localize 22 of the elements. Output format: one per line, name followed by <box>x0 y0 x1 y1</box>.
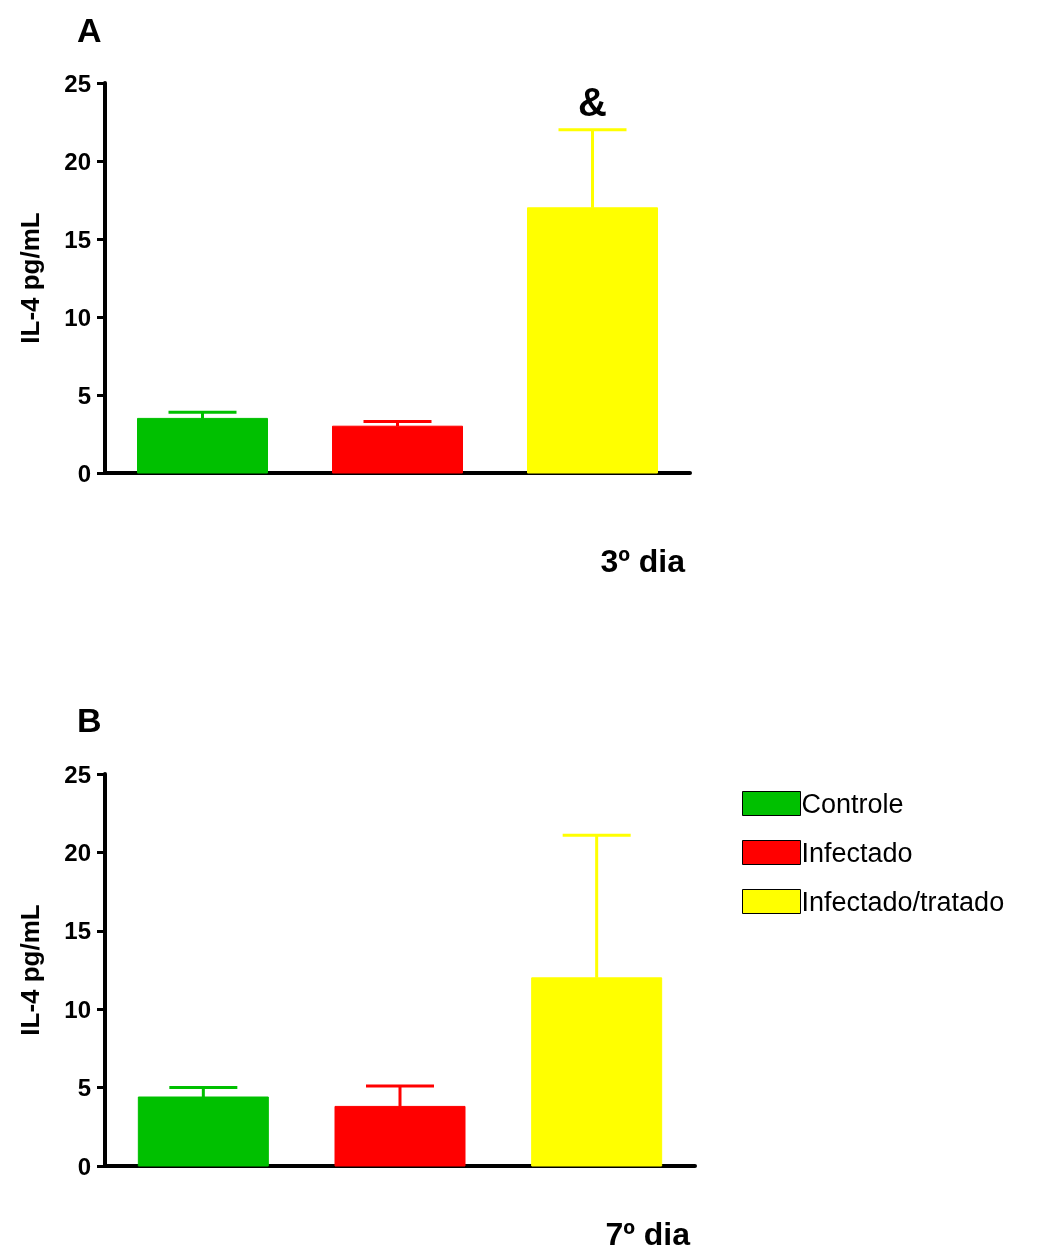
y-tick-label: 0 <box>77 1152 91 1180</box>
chart-title: B <box>77 701 102 739</box>
legend-label: Infectado <box>801 837 913 868</box>
y-axis-title: IL-4 pg/mL <box>15 904 45 1036</box>
y-tick-label: 15 <box>64 917 91 945</box>
y-tick-label: 10 <box>64 303 91 331</box>
legend-label: Controle <box>801 788 904 819</box>
legend-label: Infectado/tratado <box>801 886 1005 917</box>
y-tick-label: 20 <box>64 147 91 175</box>
y-tick-label: 10 <box>64 995 91 1023</box>
y-axis-title: IL-4 pg/mL <box>15 212 45 344</box>
annotation: & <box>578 79 607 124</box>
y-tick-label: 5 <box>77 381 91 409</box>
x-axis-title: 7º dia <box>605 1216 691 1252</box>
chart-title: A <box>77 11 102 49</box>
y-tick-label: 25 <box>64 69 91 97</box>
y-tick-label: 5 <box>77 1074 91 1102</box>
y-tick-label: 25 <box>64 760 91 788</box>
y-tick-label: 20 <box>64 838 91 866</box>
y-tick-label: 0 <box>77 459 91 487</box>
x-axis-title: 3º dia <box>600 543 686 579</box>
y-tick-label: 15 <box>64 225 91 253</box>
